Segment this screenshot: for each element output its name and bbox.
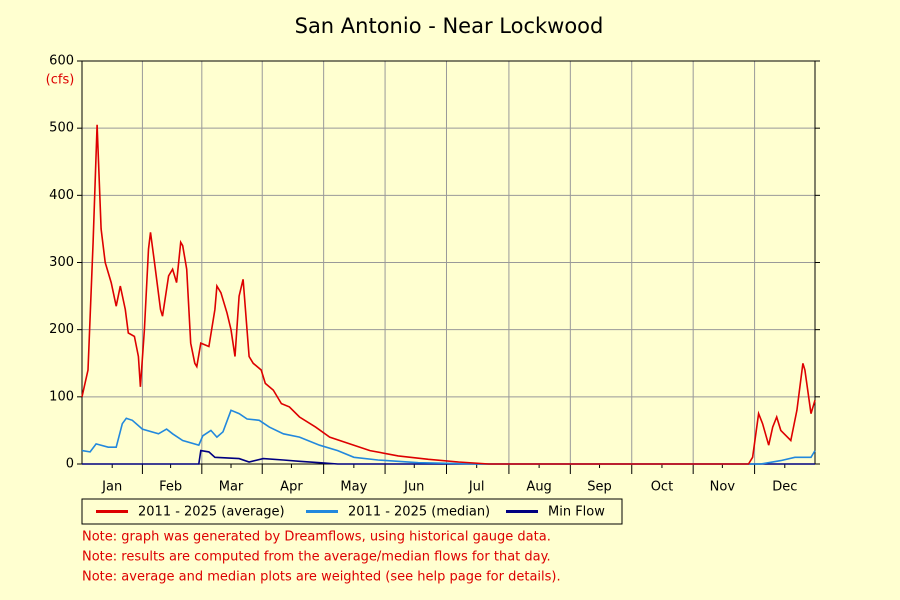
legend-label: 2011 - 2025 (median) (348, 505, 490, 520)
y-tick-label: 200 (49, 322, 74, 337)
chart-title: San Antonio - Near Lockwood (295, 14, 604, 38)
x-tick-label: Jun (403, 480, 424, 495)
x-tick-label: Jul (468, 480, 485, 495)
x-tick-label: Apr (280, 480, 303, 495)
note: Note: graph was generated by Dreamflows,… (82, 530, 551, 545)
y-tick-label: 600 (49, 54, 74, 69)
legend-label: 2011 - 2025 (average) (138, 505, 285, 520)
x-tick-label: Dec (772, 480, 797, 495)
x-tick-label: Feb (159, 480, 182, 495)
note: Note: average and median plots are weigh… (82, 570, 561, 585)
x-tick-label: Oct (651, 480, 673, 495)
y-tick-label: 300 (49, 255, 74, 270)
series-line (81, 124, 816, 465)
series-line (81, 409, 816, 465)
x-tick-label: May (340, 480, 367, 495)
x-tick-label: Jan (101, 480, 122, 495)
series-line (82, 449, 815, 465)
x-tick-label: Nov (710, 480, 736, 495)
legend-label: Min Flow (548, 505, 605, 520)
y-tick-label: 0 (66, 457, 74, 472)
y-tick-label: 400 (49, 188, 74, 203)
x-tick-label: Sep (587, 480, 612, 495)
x-tick-label: Aug (526, 480, 551, 495)
y-axis-label: (cfs) (46, 73, 75, 88)
x-tick-label: Mar (219, 480, 244, 495)
y-tick-label: 500 (49, 121, 74, 136)
note: Note: results are computed from the aver… (82, 550, 551, 565)
y-tick-label: 100 (49, 389, 74, 404)
